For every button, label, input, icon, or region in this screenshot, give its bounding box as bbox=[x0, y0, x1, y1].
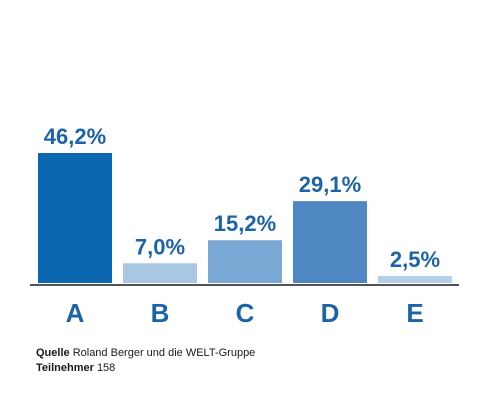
participants-value: 158 bbox=[96, 362, 116, 374]
participants-label: Teilnehmer bbox=[36, 362, 94, 374]
category-label-a: A bbox=[66, 298, 85, 328]
bar-d bbox=[293, 201, 367, 283]
value-label-e: 2,5% bbox=[390, 247, 440, 272]
source-line: Quelle Roland Berger und die WELT-Gruppe bbox=[36, 346, 255, 361]
value-label-d: 29,1% bbox=[299, 172, 361, 197]
source-label: Quelle bbox=[36, 347, 70, 359]
participants-line: Teilnehmer 158 bbox=[36, 361, 255, 376]
source-note: Quelle Roland Berger und die WELT-Gruppe… bbox=[36, 346, 255, 376]
bars-group bbox=[38, 153, 452, 283]
value-label-b: 7,0% bbox=[135, 234, 185, 259]
category-label-d: D bbox=[321, 298, 340, 328]
category-label-c: C bbox=[236, 298, 255, 328]
category-labels-group: A B C D E bbox=[66, 298, 424, 328]
category-label-b: B bbox=[151, 298, 170, 328]
bar-e bbox=[378, 275, 452, 283]
value-label-c: 15,2% bbox=[214, 211, 276, 236]
category-label-e: E bbox=[406, 298, 423, 328]
bar-c bbox=[208, 240, 282, 283]
value-labels-group: 46,2% 7,0% 15,2% 29,1% 2,5% bbox=[44, 124, 440, 272]
bar-a bbox=[38, 153, 112, 283]
source-text: Roland Berger und die WELT-Gruppe bbox=[72, 347, 256, 359]
value-label-a: 46,2% bbox=[44, 124, 106, 149]
bar-b bbox=[123, 263, 197, 283]
